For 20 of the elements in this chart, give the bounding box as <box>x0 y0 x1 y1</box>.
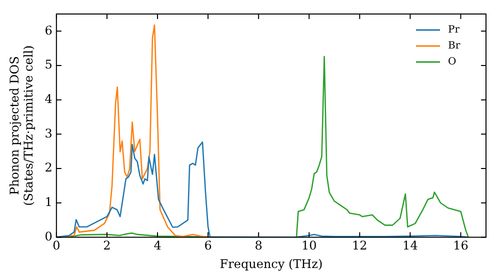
x-tick-label: 16 <box>453 238 468 253</box>
y-tick-label: 6 <box>44 23 52 38</box>
x-axis-title: Frequency (THz) <box>220 256 323 271</box>
x-tick-label: 4 <box>154 238 162 253</box>
legend-label: Pr <box>448 24 460 36</box>
x-tick-label: 8 <box>254 238 262 253</box>
x-tick-label: 10 <box>301 238 317 253</box>
y-tick-label: 4 <box>44 92 53 106</box>
y-tick-label: 5 <box>44 58 52 72</box>
y-tick-label: 2 <box>44 160 52 175</box>
x-tick-label: 14 <box>402 238 418 253</box>
y-tick-label: 0 <box>44 229 52 244</box>
legend-label: Br <box>448 40 460 52</box>
y-tick-label: 1 <box>44 194 52 209</box>
y-tick-label: 3 <box>44 126 52 140</box>
y-axis-title: Phonon projected DOS (States/THz·primitive cell) <box>7 45 36 206</box>
x-tick-label: 2 <box>103 238 111 253</box>
x-tick-label: 6 <box>204 238 212 253</box>
legend-label: O <box>448 56 456 68</box>
x-tick-label: 12 <box>352 238 368 253</box>
